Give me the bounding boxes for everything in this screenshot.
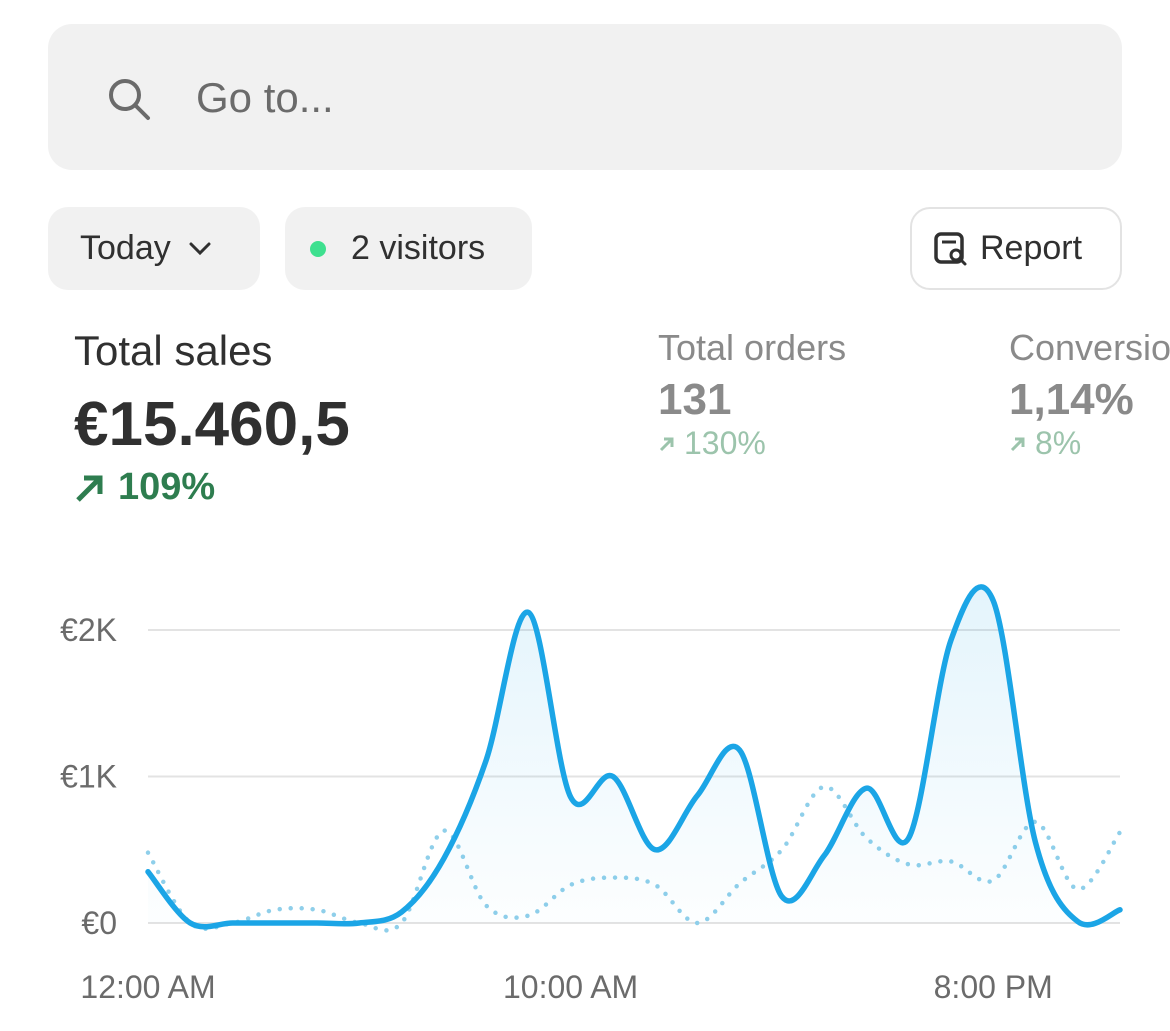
series-line — [145, 584, 1123, 930]
series-area — [148, 586, 1120, 927]
metric-value: 131 — [658, 375, 732, 424]
y-tick-label: €0 — [81, 905, 117, 941]
up-arrow — [1010, 437, 1025, 451]
x-tick-label: 12:00 AM — [80, 969, 215, 1005]
metric-label: Total sales — [74, 327, 273, 374]
up-arrow — [76, 475, 103, 502]
report-button[interactable]: Report — [910, 207, 1122, 290]
metric-value: 1,14% — [1009, 375, 1134, 424]
metric-value: €15.460,5 — [74, 390, 350, 459]
report-icon — [934, 231, 967, 265]
metric-change: 130% — [658, 425, 846, 462]
period-button[interactable]: Today — [48, 207, 260, 290]
y-tick-label: €1K — [60, 758, 117, 794]
period-label: Today — [80, 229, 171, 267]
search-bar[interactable]: Go to... — [48, 24, 1122, 170]
visitors-button[interactable]: 2 visitors — [285, 207, 532, 290]
live-dot — [310, 240, 326, 257]
report-label: Report — [980, 229, 1083, 267]
metric-total-orders[interactable]: Total orders 131 130% — [658, 327, 846, 462]
change-text: 109% — [118, 466, 216, 508]
metric-change: 8% — [1009, 425, 1170, 462]
metric-label: Total orders — [658, 327, 847, 368]
x-tick-label: 8:00 PM — [934, 969, 1053, 1005]
search-placeholder: Go to... — [196, 74, 334, 121]
visitors-label: 2 visitors — [351, 229, 486, 267]
metric-conversion[interactable]: Conversion 1,14% 8% — [1009, 327, 1170, 462]
chevron — [189, 242, 211, 255]
search-icon — [109, 79, 150, 120]
chart: €0 €1K €2K 12:00 AM 10:00 AM 8:00 PM — [60, 584, 1123, 1005]
change-text: 130% — [684, 425, 766, 461]
metric-total-sales[interactable]: Total sales €15.460,5 109% — [74, 327, 350, 509]
metric-change: 109% — [74, 466, 350, 509]
up-arrow — [659, 437, 674, 451]
y-tick-label: €2K — [60, 612, 117, 648]
change-text: 8% — [1035, 425, 1082, 461]
metric-label: Conversion — [1009, 327, 1170, 368]
x-tick-label: 10:00 AM — [503, 969, 638, 1005]
